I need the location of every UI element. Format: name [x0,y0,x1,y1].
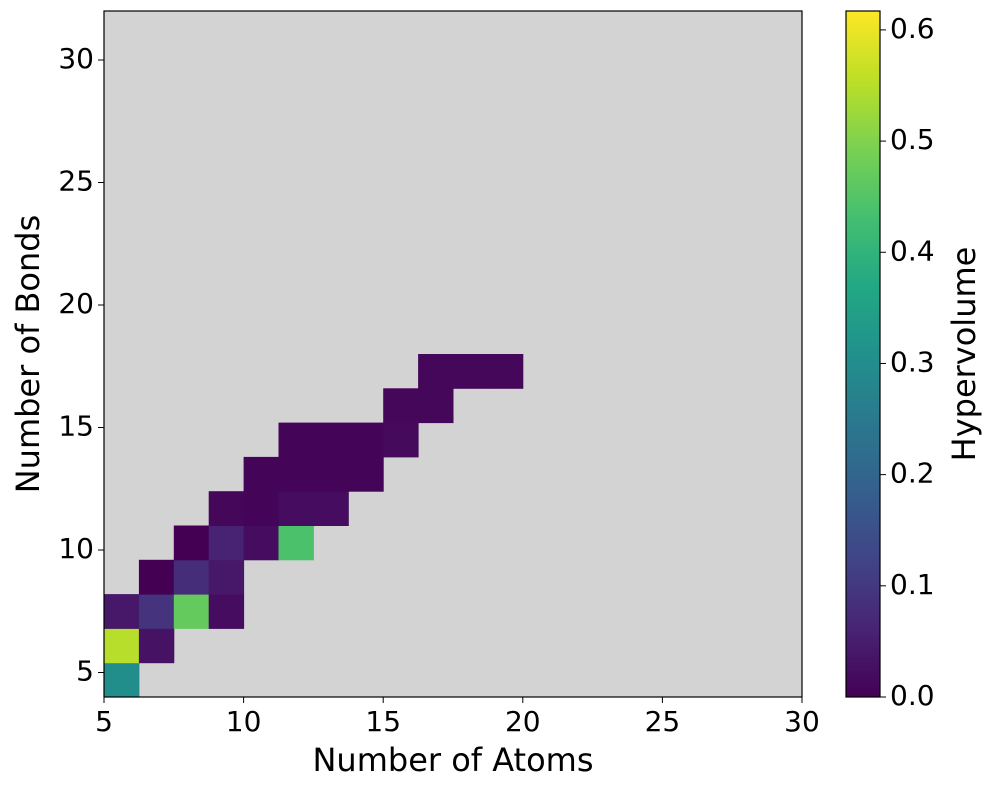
heatmap-cell [453,354,489,389]
heatmap-cell [104,628,140,664]
heatmap-cell [348,422,384,458]
y-tick-label: 5 [76,655,94,688]
heatmap-cell [208,559,245,595]
x-tick-label: 5 [95,705,113,738]
heatmap-cell [104,662,140,698]
y-tick-label: 25 [58,165,94,198]
colorbar-tick-label: 0.2 [890,457,935,490]
heatmap-cell [487,354,524,389]
heatmap-cell [278,456,314,492]
colorbar-tick-label: 0.5 [890,123,935,156]
colorbar-tick-label: 0.3 [890,345,935,378]
heatmap-cell [383,388,419,424]
colorbar-tick-label: 0.1 [890,568,935,601]
y-tick-label: 15 [58,410,94,443]
plot-frame [103,10,803,698]
y-axis-label: Number of Bonds [9,215,47,494]
heatmap-cell [173,594,210,629]
heatmap-cell [173,559,210,595]
y-tick-label: 10 [58,532,94,565]
colorbar [845,10,881,698]
x-tick-label: 30 [784,705,820,738]
heatmap-cell [173,525,210,561]
heatmap-cell [138,628,175,664]
heatmap-cell [208,525,245,561]
colorbar-tick-label: 0.4 [890,234,935,267]
heatmap-cell [383,422,419,458]
x-tick-label: 10 [226,705,262,738]
colorbar-tick-label: 0.6 [890,12,935,45]
heatmap-cell [418,388,454,424]
colorbar-tick-label: 0.0 [890,679,935,712]
heatmap-cell [313,491,349,526]
heatmap-cell [313,456,349,492]
colorbar-label: Hypervolume [945,247,983,462]
x-tick-label: 25 [645,705,681,738]
heatmap-cell [243,456,279,492]
y-tick-label: 30 [58,42,94,75]
x-tick-label: 15 [365,705,401,738]
heatmap-cell [138,594,175,629]
x-tick-label: 20 [505,705,541,738]
heatmap-cell [278,491,314,526]
heatmap-cell [104,594,140,629]
heatmap-cell [418,354,454,389]
x-axis-label: Number of Atoms [312,741,593,779]
y-tick-label: 20 [58,287,94,320]
heatmap-cell [313,422,349,458]
heatmap-cell [138,559,175,595]
heatmap-cell [208,491,245,526]
heatmap-cell [243,491,279,526]
heatmap-cell [278,525,314,561]
heatmap-cell [243,525,279,561]
heatmap-cell [208,594,245,629]
heatmap-cell [348,456,384,492]
heatmap-cell [278,422,314,458]
